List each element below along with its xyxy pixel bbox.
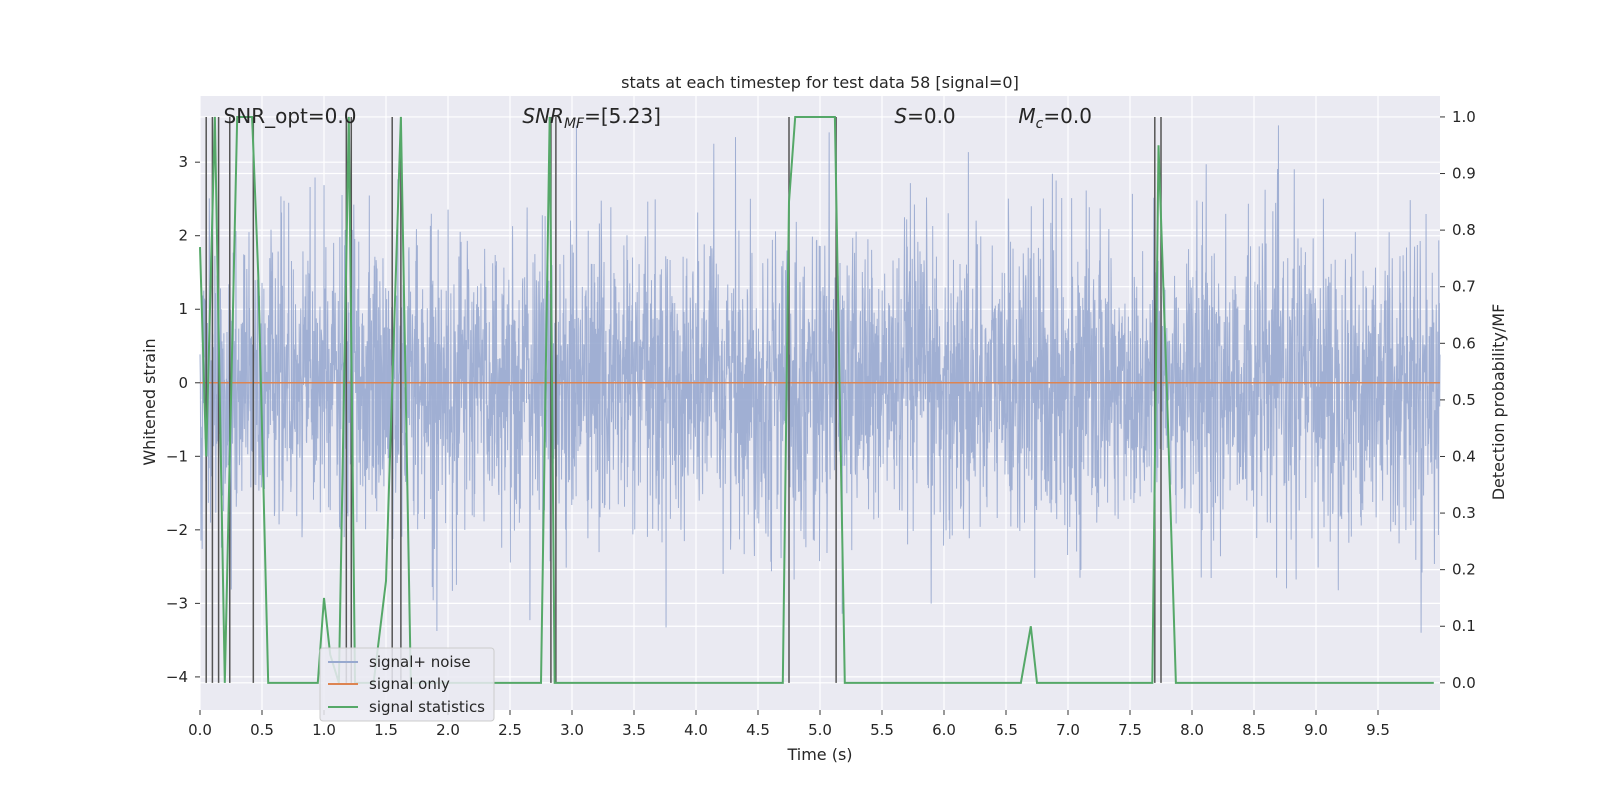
y-tick-label: 0: [178, 374, 188, 392]
annotation-subscript: c: [1036, 116, 1044, 132]
annotation-value: =0.0: [308, 104, 357, 128]
annotations: SNR_opt=0.0 SNRMF=[5.23] S=0.0 Mc=0.0: [224, 104, 1092, 132]
x-tick-label: 3.5: [622, 721, 646, 739]
x-tick-label: 2.0: [436, 721, 460, 739]
y2-tick-label: 1.0: [1452, 108, 1476, 126]
x-tick-label: 2.5: [498, 721, 522, 739]
x-tick-label: 1.5: [374, 721, 398, 739]
x-tick-label: 0.5: [250, 721, 274, 739]
series-signal-statistics: [199, 115, 1434, 684]
x-axis-ticks: 0.0 0.5 1.0 1.5 2.0 2.5 3.0 3.5 4.0 4.5 5.0 5.5 6.0 6…: [188, 710, 1390, 739]
y-tick-label: 3: [178, 153, 188, 171]
y-tick-label: 1: [178, 300, 188, 318]
y-tick-label: −2: [166, 521, 188, 539]
y2-tick-label: 0.0: [1452, 674, 1476, 692]
y-tick-label: −3: [166, 594, 188, 612]
annotation-value: =0.0: [1043, 104, 1092, 128]
legend-label-signal-statistics: signal statistics: [369, 698, 485, 716]
x-tick-label: 6.0: [932, 721, 956, 739]
y2-axis-label: Detection probability/MF: [1489, 304, 1508, 501]
x-tick-label: 3.0: [560, 721, 584, 739]
annotation: SNR_opt=0.0: [224, 104, 357, 128]
x-tick-label: 9.5: [1366, 721, 1390, 739]
x-tick-label: 7.5: [1118, 721, 1142, 739]
y2-tick-label: 0.5: [1452, 391, 1476, 409]
x-tick-label: 0.0: [188, 721, 212, 739]
y-axis-label: Whitened strain: [140, 338, 159, 465]
y-axis-ticks: 3 2 1 0 −1 −2 −3 −4: [166, 153, 200, 686]
annotation-symbol: SNR_opt: [224, 104, 308, 128]
x-tick-label: 7.0: [1056, 721, 1080, 739]
x-tick-label: 5.0: [808, 721, 832, 739]
annotation-value: =[5.23]: [584, 104, 661, 128]
x-axis-label: Time (s): [786, 745, 852, 764]
y2-tick-label: 0.8: [1452, 221, 1476, 239]
y-tick-label: −4: [166, 668, 188, 686]
x-tick-label: 6.5: [994, 721, 1018, 739]
legend-label-signal-noise: signal+ noise: [369, 653, 471, 671]
x-tick-label: 9.0: [1304, 721, 1328, 739]
y2-tick-label: 0.4: [1452, 447, 1476, 465]
y-tick-label: 2: [178, 227, 188, 245]
chart-title: stats at each timestep for test data 58 …: [621, 73, 1019, 92]
annotation-symbol: SNR: [522, 104, 564, 128]
y2-axis-ticks: 1.0 0.9 0.8 0.7 0.6 0.5 0.4 0.3 0.2 0.1 0.0: [1440, 108, 1476, 692]
x-tick-label: 1.0: [312, 721, 336, 739]
y2-tick-label: 0.3: [1452, 504, 1476, 522]
x-tick-label: 8.0: [1180, 721, 1204, 739]
annotation-symbol: S: [894, 104, 907, 128]
annotation-value: =0.0: [907, 104, 956, 128]
y2-tick-label: 0.7: [1452, 278, 1476, 296]
x-tick-label: 8.5: [1242, 721, 1266, 739]
annotation: SNRMF=[5.23]: [522, 104, 661, 132]
x-tick-label: 5.5: [870, 721, 894, 739]
x-tick-label: 4.0: [684, 721, 708, 739]
y2-tick-label: 0.1: [1452, 617, 1476, 635]
legend: signal+ noise signal only signal statist…: [319, 647, 495, 722]
annotation: Mc=0.0: [1018, 104, 1092, 132]
x-tick-label: 4.5: [746, 721, 770, 739]
y2-tick-label: 0.2: [1452, 561, 1476, 579]
y2-tick-label: 0.9: [1452, 165, 1476, 183]
legend-label-signal-only: signal only: [369, 675, 450, 693]
annotation: S=0.0: [894, 104, 955, 128]
annotation-subscript: MF: [564, 116, 585, 132]
annotation-symbol: M: [1018, 104, 1035, 128]
y-tick-label: −1: [166, 447, 188, 465]
y2-tick-label: 0.6: [1452, 334, 1476, 352]
legend-box: [319, 647, 495, 722]
signal-statistics-line: [199, 115, 1434, 684]
